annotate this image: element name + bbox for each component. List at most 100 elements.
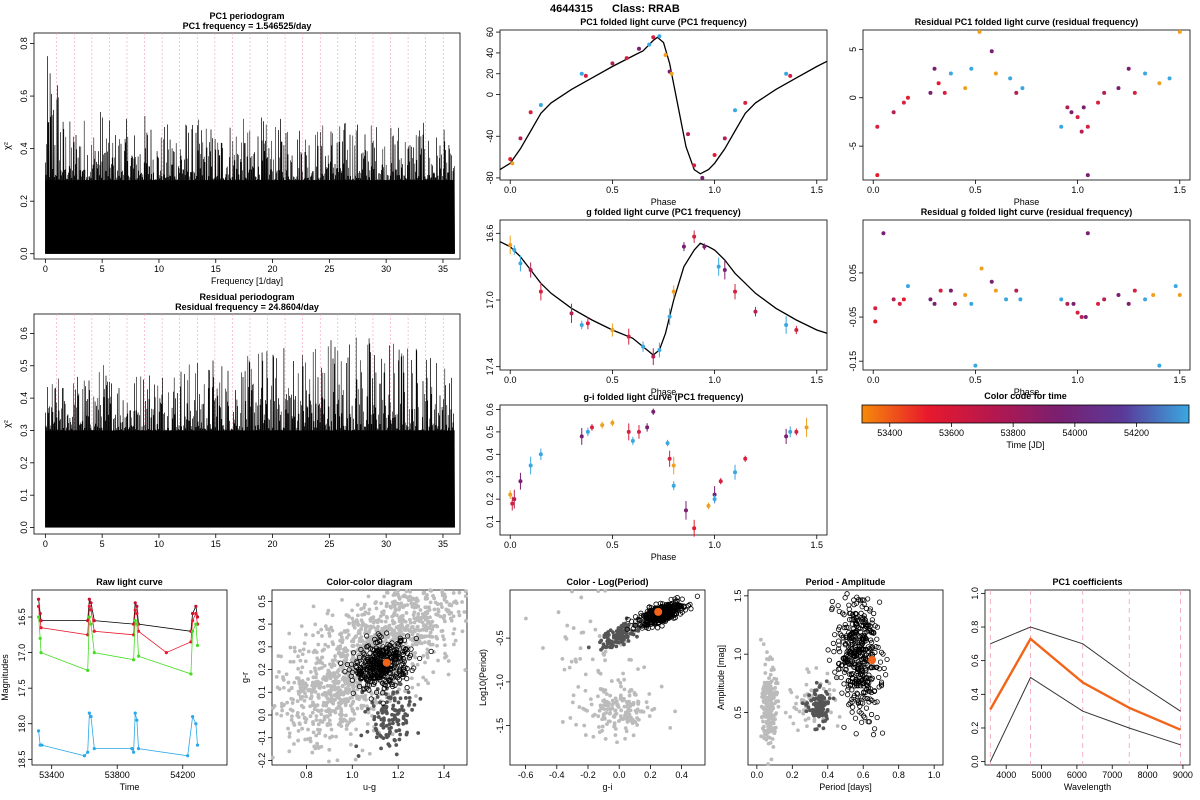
data-point xyxy=(826,657,833,663)
data-point xyxy=(651,35,656,40)
data-point xyxy=(375,620,380,625)
data-point xyxy=(619,708,624,713)
data-point xyxy=(344,657,349,662)
data-point xyxy=(328,735,332,740)
data-point xyxy=(279,701,284,706)
data-point xyxy=(862,695,868,701)
data-point xyxy=(371,615,376,619)
x-tick-label: 0.2 xyxy=(786,770,799,780)
data-point xyxy=(398,732,403,737)
data-point xyxy=(622,642,626,647)
x-axis-label: Phase xyxy=(1014,197,1040,207)
data-point xyxy=(773,729,777,734)
data-point xyxy=(300,679,305,683)
data-point xyxy=(391,659,397,665)
data-point xyxy=(400,707,404,712)
chart-title: Raw light curve xyxy=(96,577,163,587)
data-point xyxy=(405,603,410,607)
data-point xyxy=(36,615,41,619)
data-point xyxy=(335,758,340,763)
data-point xyxy=(579,434,584,439)
data-point xyxy=(583,733,588,737)
x-tick-label: 30 xyxy=(381,539,391,549)
data-point xyxy=(869,675,875,681)
data-point xyxy=(194,611,198,616)
data-point xyxy=(597,725,601,729)
data-point xyxy=(824,689,828,694)
data-point xyxy=(279,654,283,659)
data-point xyxy=(422,623,427,628)
data-point xyxy=(314,675,318,680)
data-point xyxy=(874,636,880,642)
data-point xyxy=(359,706,364,711)
data-point xyxy=(82,754,87,758)
data-point xyxy=(398,696,403,701)
data-point xyxy=(195,643,200,648)
data-point xyxy=(344,661,350,668)
data-point xyxy=(845,653,851,660)
data-point xyxy=(460,600,464,604)
data-point xyxy=(320,655,325,660)
data-point xyxy=(651,354,656,359)
data-point xyxy=(413,616,418,621)
data-point xyxy=(354,618,359,623)
x-tick-label: 8000 xyxy=(1138,770,1158,780)
data-point xyxy=(423,596,428,601)
data-point xyxy=(621,671,625,676)
data-point xyxy=(311,720,315,724)
data-point xyxy=(381,724,386,729)
data-point xyxy=(610,420,615,425)
x-tick-label: 10 xyxy=(154,264,164,274)
data-point xyxy=(759,704,764,709)
data-point xyxy=(390,614,395,619)
x-tick-label: 5 xyxy=(100,539,105,549)
data-point xyxy=(345,628,350,633)
data-point xyxy=(829,710,833,715)
data-point xyxy=(386,651,392,657)
y-tick-label: 1.0 xyxy=(733,648,743,661)
data-point xyxy=(36,597,41,601)
data-point xyxy=(1177,29,1182,34)
data-point xyxy=(773,685,778,690)
data-point xyxy=(865,719,871,725)
data-point xyxy=(391,690,396,695)
data-point xyxy=(1143,297,1148,302)
data-point xyxy=(1173,284,1178,289)
data-point xyxy=(322,714,327,719)
data-point xyxy=(857,625,863,632)
data-point xyxy=(390,712,394,717)
data-point xyxy=(538,103,543,107)
x-tick-label: 0.8 xyxy=(892,770,905,780)
data-point xyxy=(308,704,313,709)
data-point xyxy=(408,620,413,625)
data-point xyxy=(659,623,665,629)
data-point xyxy=(350,644,355,648)
data-point xyxy=(396,631,401,636)
y-tick-label: 16.5 xyxy=(17,608,27,626)
data-point xyxy=(874,714,880,721)
chart-title: Color code for time xyxy=(984,391,1067,401)
data-point xyxy=(291,659,296,664)
data-point xyxy=(416,682,421,687)
data-point xyxy=(613,708,618,713)
data-point xyxy=(319,627,324,632)
data-point xyxy=(891,297,896,302)
data-point xyxy=(327,689,331,694)
data-point xyxy=(398,682,403,687)
x-tick-label: 1.0 xyxy=(928,770,941,780)
pc1_folded-panel: 0.0 0.5 1.0 1.5 -80 -40 0 20 40 60 PC1 folded ligh… xyxy=(485,17,828,207)
data-point xyxy=(396,710,401,715)
data-point xyxy=(448,616,453,621)
data-point xyxy=(884,656,890,663)
data-point xyxy=(897,301,902,306)
data-point xyxy=(416,611,421,616)
data-point xyxy=(393,650,399,656)
data-point xyxy=(841,681,847,687)
data-point xyxy=(837,649,843,655)
data-point xyxy=(336,680,341,684)
data-point xyxy=(356,683,363,690)
data-point xyxy=(133,608,137,612)
data-point xyxy=(841,669,848,675)
data-point xyxy=(773,717,777,722)
data-point xyxy=(538,289,543,294)
